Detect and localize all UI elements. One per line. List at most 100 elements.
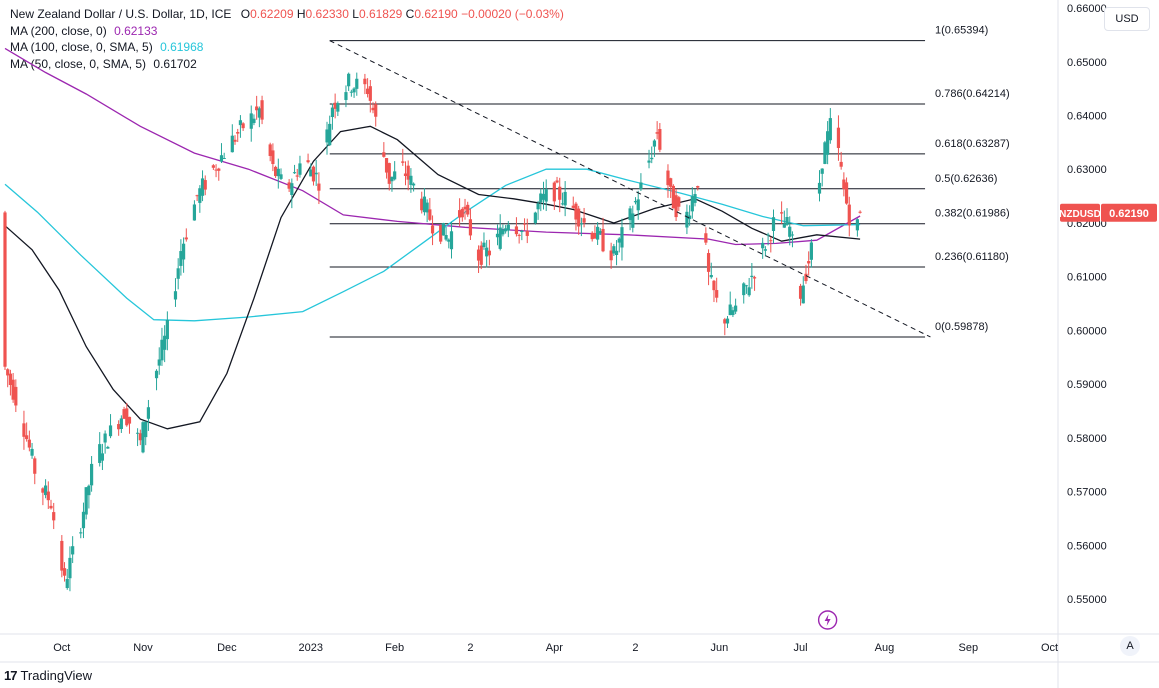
candle-body: [704, 233, 708, 243]
candle-body: [295, 175, 299, 177]
candle-body: [330, 107, 335, 118]
candle-body: [176, 268, 180, 279]
candle-body: [790, 234, 795, 236]
ma100-legend[interactable]: MA (100, close, 0, SMA, 5) 0.61968: [10, 39, 564, 56]
candle-body: [593, 233, 597, 239]
candle-body: [387, 163, 391, 184]
candle-body: [731, 310, 735, 316]
candlestick-series: [3, 72, 862, 592]
candle-body: [728, 304, 732, 316]
candle-body: [658, 129, 662, 150]
candle-body: [771, 217, 776, 231]
candle-body: [677, 197, 681, 207]
candle-body: [666, 170, 670, 186]
candle-body: [836, 127, 841, 148]
candle-body: [552, 182, 556, 202]
candle-body: [106, 446, 110, 449]
ma100-value: 0.61968: [160, 40, 204, 54]
time-axis[interactable]: Oct Nov Dec 2023 Feb 2 Apr 2 Jun Jul Aug Sep Oct: [0, 610, 1159, 663]
candle-body: [393, 171, 397, 180]
candle-body: [117, 424, 121, 430]
candle-body: [192, 204, 197, 221]
time-tick-label: Sep: [959, 642, 979, 654]
candle-body: [89, 463, 94, 486]
candle-body: [842, 179, 846, 189]
fib-level-label: 0(0.59878): [935, 321, 988, 333]
candle-body: [855, 219, 859, 231]
high-value: 0.62330: [305, 7, 349, 21]
candle-body: [412, 183, 416, 186]
time-tick-label: Nov: [133, 642, 153, 654]
candle-body: [81, 511, 86, 529]
candle-body: [384, 158, 389, 173]
candle-body: [798, 285, 803, 299]
currency-button[interactable]: USD: [1104, 7, 1150, 31]
candle-body: [633, 201, 638, 203]
candle-body: [87, 485, 91, 496]
candle-body: [14, 386, 18, 406]
candle-body: [79, 532, 83, 534]
candle-body: [544, 189, 548, 202]
candle-body: [820, 168, 824, 174]
auto-scale-button[interactable]: A: [1120, 636, 1140, 656]
price-tick-label: 0.66000: [1067, 3, 1107, 15]
candle-body: [747, 287, 751, 296]
candle-body: [609, 250, 613, 261]
candle-body: [8, 373, 13, 386]
symbol-price-tag: NZDUSD 0.62190: [1059, 203, 1157, 222]
time-tick-label: Feb: [385, 642, 404, 654]
candle-body: [463, 206, 467, 210]
candle-body: [601, 228, 605, 252]
candle-body: [514, 226, 519, 235]
price-tick-label: 0.57000: [1067, 487, 1107, 499]
symbol-title: New Zealand Dollar / U.S. Dollar, 1D, IC…: [10, 7, 232, 21]
candle-body: [441, 223, 445, 236]
candle-body: [276, 168, 280, 177]
candle-body: [674, 195, 678, 218]
candle-body: [157, 359, 161, 366]
candle-body: [628, 208, 632, 221]
candle-body: [195, 195, 199, 197]
candle-body: [612, 246, 616, 254]
candle-body: [271, 150, 275, 165]
candle-body: [255, 106, 259, 111]
candle-body: [785, 216, 789, 225]
fibonacci-retracement[interactable]: 1(0.65394) 0.786(0.64214) 0.618(0.63287) 0.…: [329, 25, 1010, 338]
ma50-legend[interactable]: MA (50, close, 0, SMA, 5) 0.61702: [10, 56, 564, 73]
candle-body: [230, 135, 234, 153]
candle-body: [650, 157, 654, 160]
trendline[interactable]: [329, 40, 931, 338]
ma200-legend[interactable]: MA (200, close, 0) 0.62133: [10, 23, 564, 40]
candle-body: [366, 88, 370, 94]
candle-body: [590, 232, 594, 240]
candle-body: [558, 186, 562, 200]
candle-body: [631, 213, 635, 228]
candle-body: [582, 218, 586, 223]
candle-body: [536, 203, 540, 210]
price-axis[interactable]: 0.660000.650000.640000.630000.620000.610…: [1057, 0, 1107, 688]
chart-legend: New Zealand Dollar / U.S. Dollar, 1D, IC…: [10, 6, 564, 72]
candle-body: [409, 175, 413, 185]
open-label: O: [240, 7, 251, 21]
candle-body: [290, 183, 294, 196]
time-tick-label: 2023: [299, 642, 323, 654]
candle-body: [125, 408, 129, 426]
candle-body: [725, 318, 730, 324]
candle-body: [517, 234, 521, 236]
candle-body: [742, 283, 746, 296]
candle-body: [165, 319, 169, 340]
brand-name: TradingView: [20, 668, 93, 683]
tradingview-branding[interactable]: 17 TradingView: [4, 668, 92, 683]
candle-body: [179, 251, 183, 266]
candle-body: [485, 247, 489, 257]
price-tick-label: 0.56000: [1067, 540, 1107, 552]
candle-body: [103, 433, 107, 443]
ma100-line: [4, 168, 861, 322]
candle-body: [617, 238, 621, 243]
candle-body: [690, 196, 694, 212]
candle-body: [466, 204, 470, 215]
candle-body: [439, 225, 443, 242]
candle-body: [163, 335, 167, 350]
time-tick-label: 2: [467, 642, 473, 654]
